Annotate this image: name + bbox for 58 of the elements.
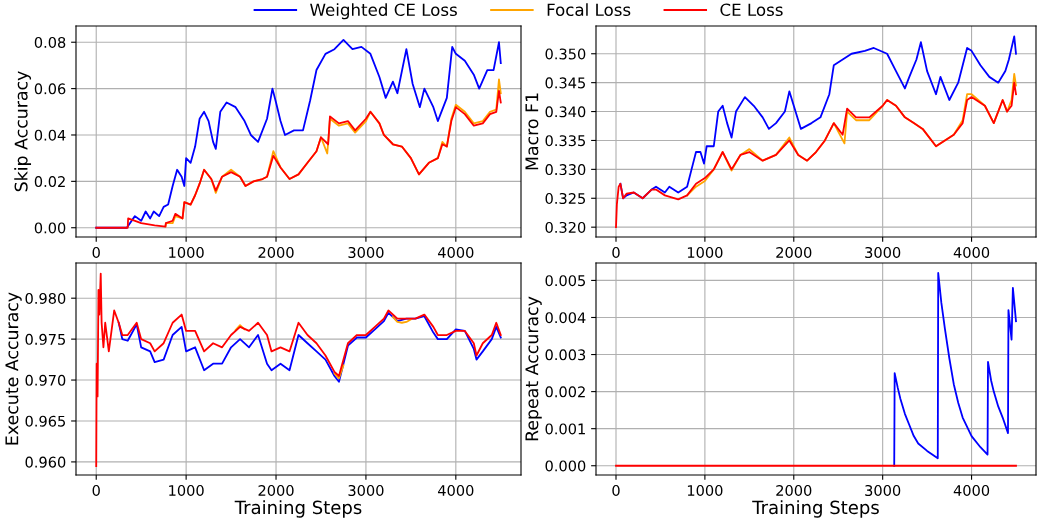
x-tick-label: 4000 xyxy=(953,246,990,259)
y-tick-label: 0.001 xyxy=(545,423,585,435)
x-tick-label: 1000 xyxy=(687,484,723,497)
y-tick-label: 0.975 xyxy=(25,333,65,345)
line-series xyxy=(95,272,502,467)
legend-label: CE Loss xyxy=(720,3,783,17)
x-tick-label: 0 xyxy=(612,484,620,497)
x-tick-label: 4000 xyxy=(953,484,990,497)
x-tick-label: 0 xyxy=(92,484,100,497)
y-tick-label: 0.06 xyxy=(34,83,66,95)
y-tick-label: 0.335 xyxy=(545,135,585,147)
y-tick-label: 0.004 xyxy=(545,312,586,324)
x-tick-label: 3000 xyxy=(348,246,384,259)
line-series xyxy=(117,312,502,383)
x-tick-label: 2000 xyxy=(258,484,294,497)
y-axis-title: Macro F1 xyxy=(525,93,539,170)
line-series xyxy=(893,272,1017,467)
y-tick-label: 0.325 xyxy=(545,192,585,205)
x-axis-title: Training Steps xyxy=(234,500,362,518)
y-tick-label: 0.330 xyxy=(545,164,586,176)
x-tick-label: 1000 xyxy=(687,246,723,259)
x-tick-label: 2000 xyxy=(776,246,812,259)
line-series xyxy=(615,81,1017,229)
y-tick-label: 0.320 xyxy=(545,221,586,233)
y-tick-label: 0.02 xyxy=(34,176,65,188)
legend-label: Weighted CE Loss xyxy=(310,3,457,20)
y-tick-label: 0.970 xyxy=(25,374,66,386)
x-tick-label: 3000 xyxy=(865,246,901,259)
x-tick-label: 2000 xyxy=(776,484,812,497)
x-tick-label: 0 xyxy=(92,246,100,259)
y-tick-label: 0.08 xyxy=(34,36,66,48)
y-tick-label: 0.960 xyxy=(25,456,66,468)
y-axis-title: Skip Accuracy xyxy=(14,71,32,192)
line-series xyxy=(619,35,1017,200)
y-tick-label: 0.350 xyxy=(545,48,586,60)
y-tick-label: 0.04 xyxy=(34,129,66,141)
y-tick-label: 0.002 xyxy=(545,386,585,398)
y-axis-title: Repeat Accuracy xyxy=(525,296,542,441)
y-tick-label: 0.00 xyxy=(34,222,66,234)
y-tick-label: 0.003 xyxy=(545,349,586,361)
x-tick-label: 3000 xyxy=(348,484,384,497)
y-tick-label: 0.340 xyxy=(545,106,586,118)
x-tick-label: 3000 xyxy=(865,484,901,497)
y-axis-title: Execute Accuracy xyxy=(5,292,22,445)
x-tick-label: 2000 xyxy=(258,246,294,259)
line-series xyxy=(95,90,502,229)
x-tick-label: 1000 xyxy=(169,484,204,497)
y-tick-label: 0.005 xyxy=(545,275,585,287)
x-tick-label: 4000 xyxy=(437,484,474,497)
legend-label: Focal Loss xyxy=(547,3,631,17)
x-axis-title: Training Steps xyxy=(752,500,879,518)
x-tick-label: 0 xyxy=(612,246,620,259)
y-tick-label: 0.965 xyxy=(25,415,65,427)
x-tick-label: 1000 xyxy=(169,246,204,259)
y-tick-label: 0.345 xyxy=(545,77,585,89)
y-tick-label: 0.980 xyxy=(25,292,66,304)
x-tick-label: 4000 xyxy=(437,246,474,259)
y-tick-label: 0.000 xyxy=(545,460,586,472)
